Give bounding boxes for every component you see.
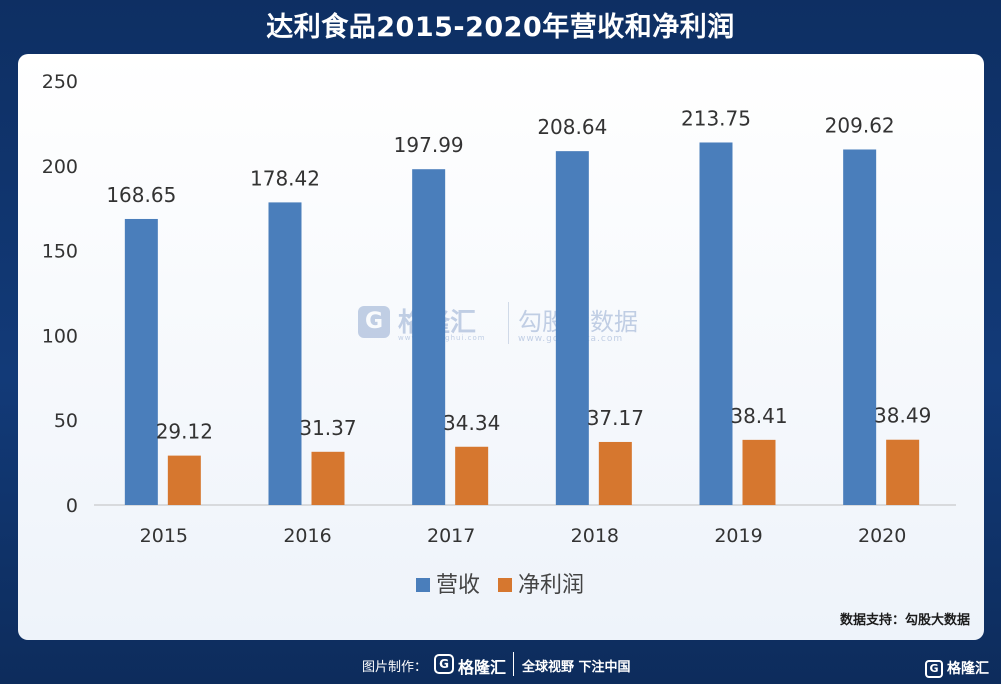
x-tick-label: 2017 — [427, 525, 475, 547]
profit-bar — [167, 455, 201, 505]
revenue-data-label: 178.42 — [250, 166, 320, 190]
bar-chart: 0 50 100 150 200 250 168.65 29.12 2015 178.42 31.3… — [42, 71, 956, 598]
x-tick-label: 2016 — [283, 525, 331, 547]
revenue-data-label: 197.99 — [394, 133, 464, 157]
footer: 图片制作： G 格隆汇 全球视野 下注中国 G 格隆汇 — [0, 646, 1001, 684]
revenue-data-label: 209.62 — [825, 113, 895, 137]
y-tick-label: 100 — [42, 325, 78, 347]
profit-bar — [886, 439, 920, 505]
y-tick-label: 0 — [66, 495, 78, 517]
revenue-bar — [268, 202, 302, 506]
footer-slogan: 全球视野 下注中国 — [522, 660, 631, 675]
corner-logo-icon: G — [925, 660, 943, 678]
x-tick-label: 2015 — [140, 525, 188, 547]
legend-label: 净利润 — [518, 573, 584, 598]
profit-bar — [598, 441, 632, 505]
revenue-data-label: 213.75 — [681, 106, 751, 130]
revenue-data-label: 168.65 — [106, 183, 176, 207]
profit-data-label: 38.41 — [730, 404, 787, 428]
profit-data-label: 31.37 — [299, 416, 356, 440]
profit-data-label: 34.34 — [443, 411, 500, 435]
footer-made-by: 图片制作： — [362, 660, 428, 675]
revenue-bar — [412, 169, 446, 505]
profit-data-label: 29.12 — [156, 420, 213, 444]
legend-swatch — [498, 578, 512, 592]
legend-swatch — [416, 578, 430, 592]
chart-title: 达利食品2015-2020年营收和净利润 — [266, 12, 735, 43]
revenue-bar — [555, 151, 589, 506]
data-source: 数据支持：勾股大数据 — [839, 613, 970, 628]
x-tick-label: 2020 — [858, 525, 906, 547]
profit-bar — [311, 451, 345, 505]
profit-data-label: 37.17 — [587, 406, 644, 430]
x-tick-label: 2019 — [714, 525, 762, 547]
legend-label: 营收 — [436, 573, 480, 598]
y-tick-label: 250 — [42, 71, 78, 93]
footer-divider — [513, 652, 514, 676]
x-tick-label: 2018 — [571, 525, 619, 547]
corner-brand: G 格隆汇 — [925, 658, 989, 678]
footer-brand: 格隆汇 — [458, 658, 507, 677]
watermark-logo-icon: G — [358, 306, 390, 338]
revenue-bar — [843, 149, 877, 505]
profit-data-label: 38.49 — [874, 404, 931, 428]
watermark-divider — [508, 302, 509, 344]
corner-brand-label: 格隆汇 — [947, 661, 989, 677]
y-tick-label: 200 — [42, 156, 78, 178]
footer-logo-icon: G — [434, 654, 454, 674]
chart-panel: G 格隆汇 www.gelonghui.com 勾股大数据 www.goguda… — [18, 54, 984, 640]
revenue-bar — [699, 142, 733, 505]
revenue-bar — [124, 218, 158, 505]
profit-bar — [742, 439, 776, 505]
y-tick-label: 50 — [54, 410, 78, 432]
revenue-data-label: 208.64 — [537, 115, 607, 139]
profit-bar — [455, 446, 489, 505]
y-tick-label: 150 — [42, 241, 78, 263]
